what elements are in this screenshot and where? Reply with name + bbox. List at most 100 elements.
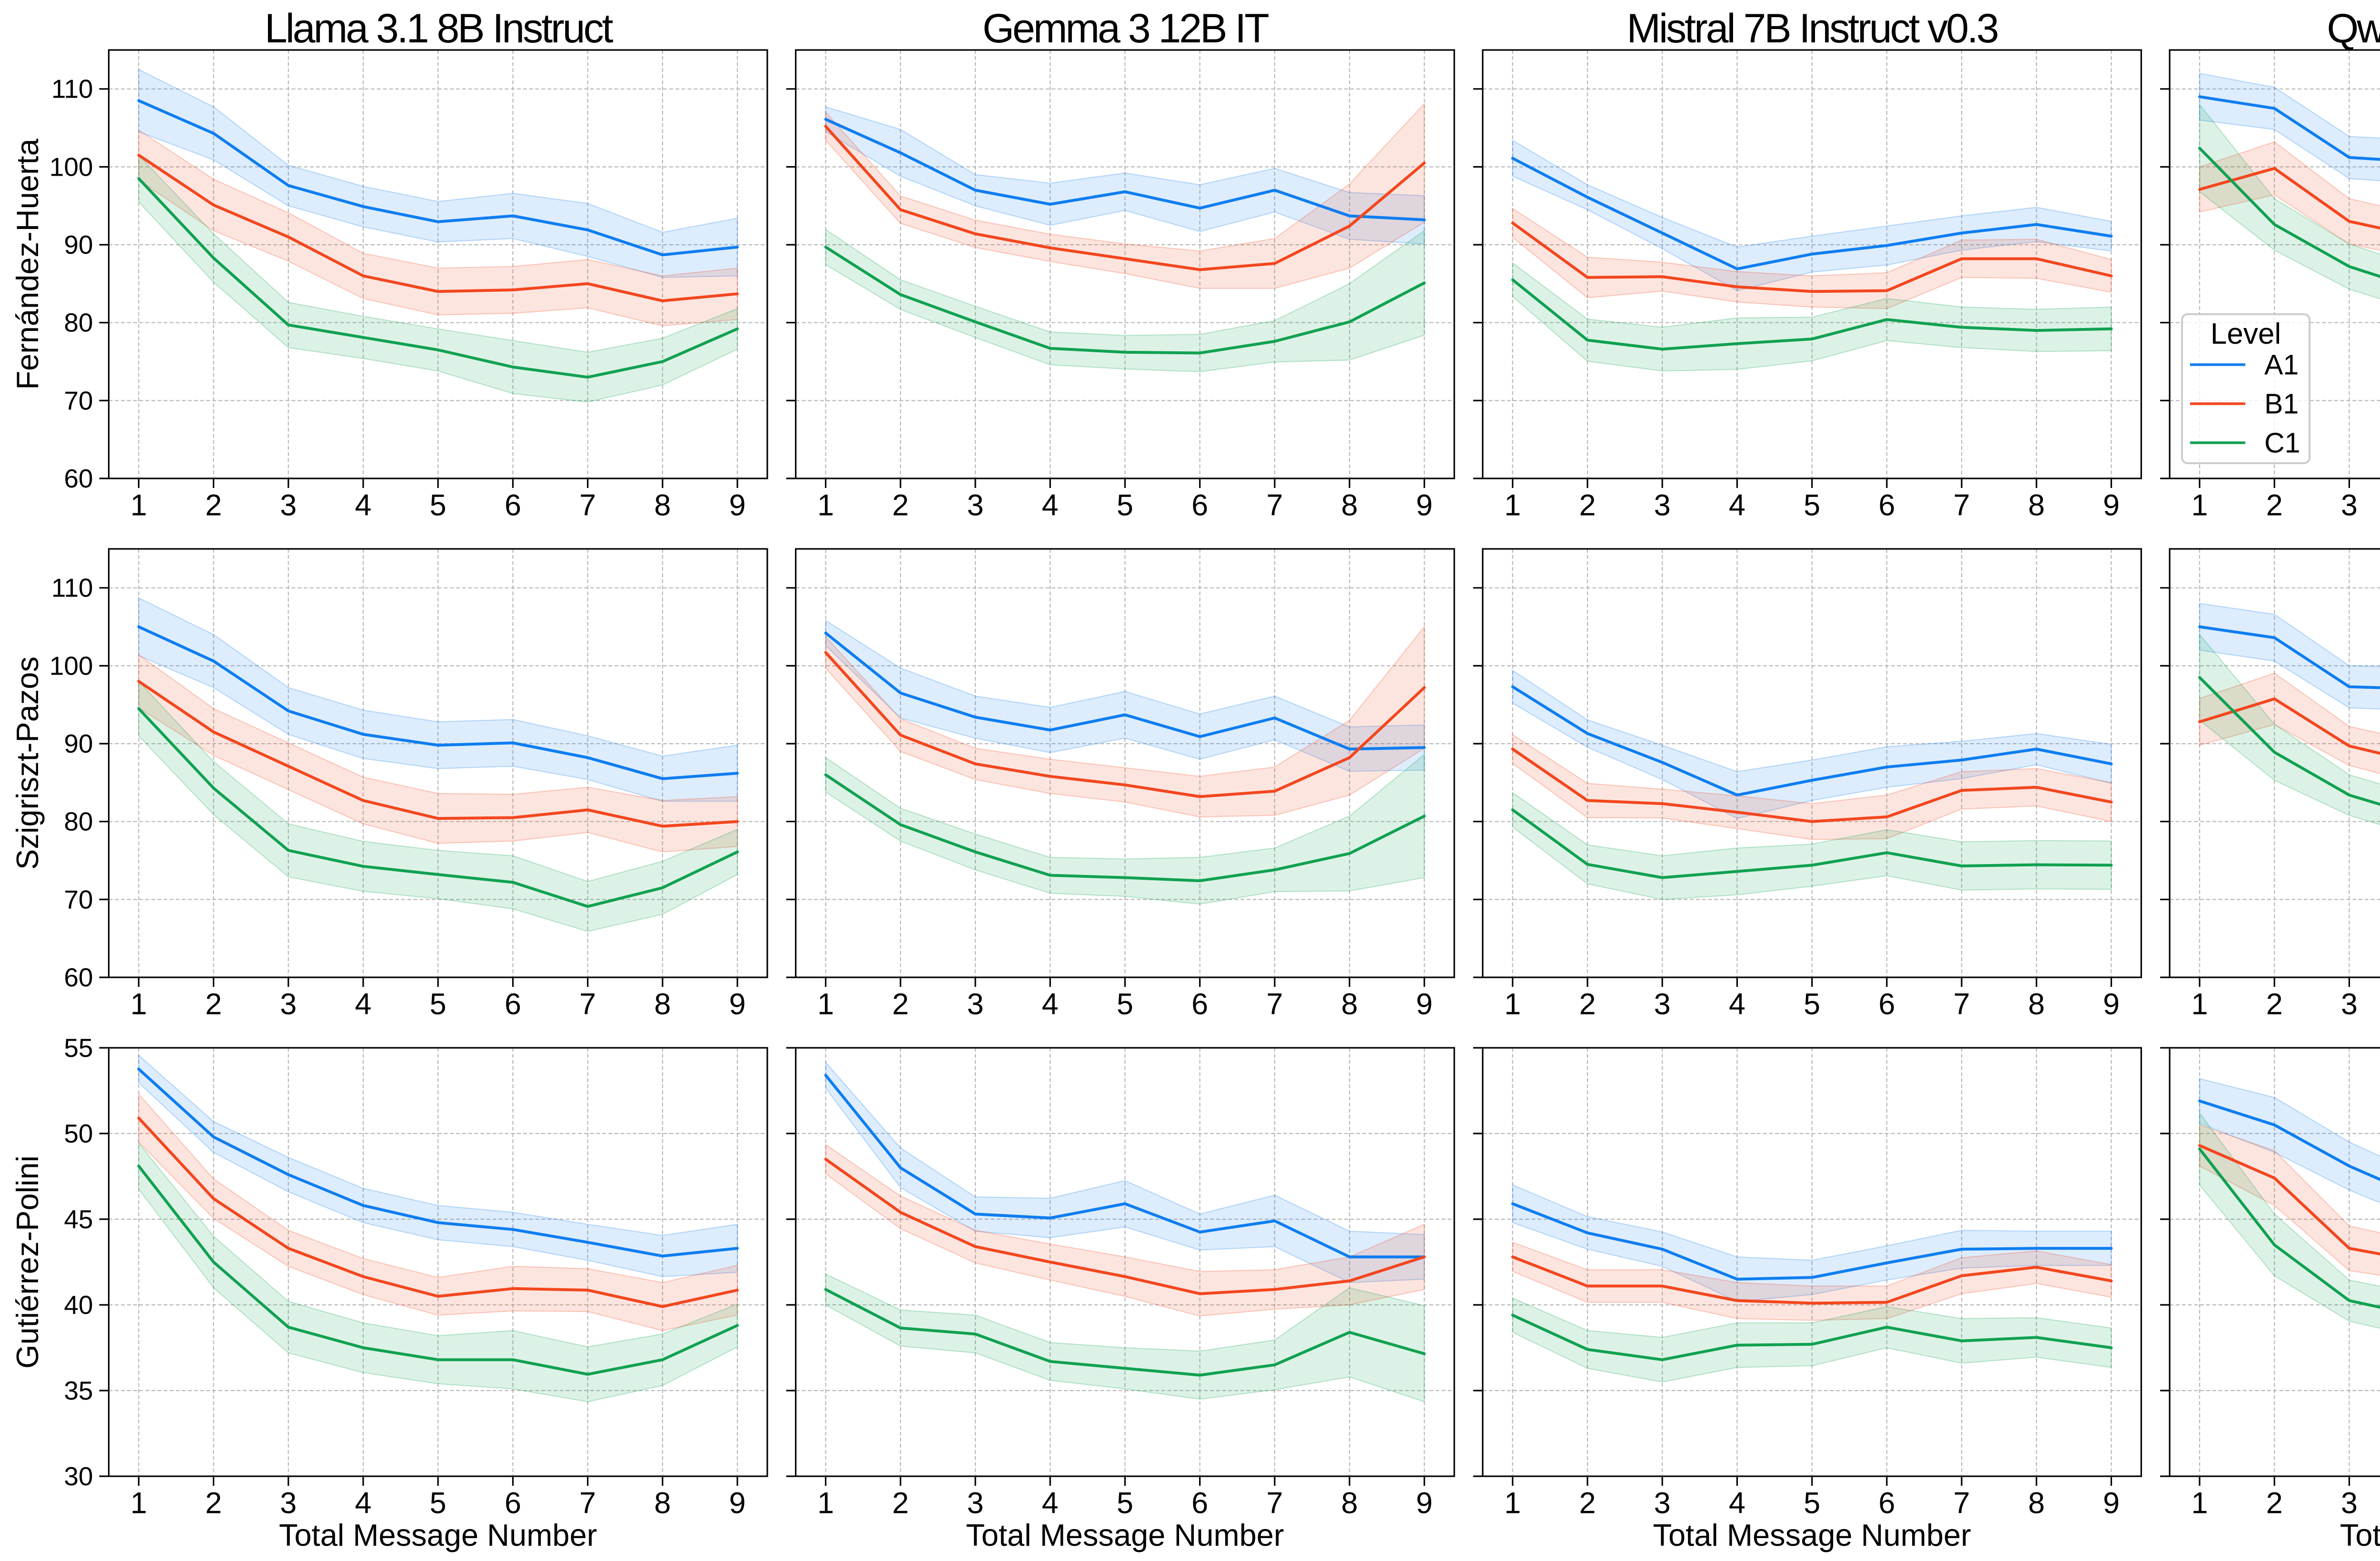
svg-text:90: 90 xyxy=(64,230,93,259)
svg-text:3: 3 xyxy=(967,1486,983,1520)
svg-text:3: 3 xyxy=(967,488,983,522)
svg-text:35: 35 xyxy=(64,1376,93,1405)
svg-text:9: 9 xyxy=(1416,488,1433,522)
svg-text:7: 7 xyxy=(1266,987,1283,1021)
svg-text:90: 90 xyxy=(64,729,93,758)
svg-text:4: 4 xyxy=(1729,488,1745,522)
svg-text:Total Message Number: Total Message Number xyxy=(279,1518,597,1552)
svg-text:1: 1 xyxy=(130,488,147,522)
svg-text:8: 8 xyxy=(2028,1486,2045,1520)
svg-text:110: 110 xyxy=(51,573,93,603)
svg-text:4: 4 xyxy=(1042,488,1059,522)
svg-text:8: 8 xyxy=(2028,488,2045,522)
svg-text:50: 50 xyxy=(64,1119,93,1148)
svg-text:3: 3 xyxy=(280,1486,297,1520)
svg-text:8: 8 xyxy=(1341,987,1358,1021)
svg-text:6: 6 xyxy=(1191,488,1208,522)
svg-text:4: 4 xyxy=(1042,1486,1059,1520)
svg-text:2: 2 xyxy=(205,987,222,1021)
svg-text:55: 55 xyxy=(64,1033,93,1063)
svg-text:2: 2 xyxy=(1579,1486,1596,1520)
svg-text:1: 1 xyxy=(2191,488,2208,522)
svg-text:4: 4 xyxy=(355,987,371,1021)
svg-text:9: 9 xyxy=(729,987,746,1021)
svg-text:2: 2 xyxy=(205,488,222,522)
svg-text:100: 100 xyxy=(50,152,93,181)
svg-text:1: 1 xyxy=(130,1486,147,1520)
svg-text:1: 1 xyxy=(817,1486,834,1520)
svg-text:Llama 3.1 8B Instruct: Llama 3.1 8B Instruct xyxy=(265,6,614,51)
svg-text:30: 30 xyxy=(64,1462,93,1491)
svg-text:70: 70 xyxy=(64,386,93,415)
svg-text:2: 2 xyxy=(892,987,909,1021)
svg-text:45: 45 xyxy=(64,1204,93,1234)
svg-text:3: 3 xyxy=(280,987,297,1021)
svg-text:110: 110 xyxy=(51,74,93,104)
svg-text:Total Message Number: Total Message Number xyxy=(2340,1518,2380,1552)
svg-text:5: 5 xyxy=(1804,488,1820,522)
svg-text:6: 6 xyxy=(1878,1486,1895,1520)
svg-text:Total Message Number: Total Message Number xyxy=(966,1518,1284,1552)
svg-text:6: 6 xyxy=(1191,987,1208,1021)
svg-text:Fernández-Huerta: Fernández-Huerta xyxy=(10,138,45,389)
svg-text:3: 3 xyxy=(2341,1486,2358,1520)
svg-text:6: 6 xyxy=(505,488,521,522)
svg-text:8: 8 xyxy=(654,488,671,522)
svg-text:8: 8 xyxy=(1341,1486,1358,1520)
svg-text:Mistral 7B Instruct v0.3: Mistral 7B Instruct v0.3 xyxy=(1626,6,1998,51)
svg-text:70: 70 xyxy=(64,885,93,914)
svg-text:Level: Level xyxy=(2211,318,2281,350)
svg-text:9: 9 xyxy=(1416,987,1433,1021)
svg-text:9: 9 xyxy=(2103,987,2120,1021)
svg-text:4: 4 xyxy=(1042,987,1059,1021)
svg-text:5: 5 xyxy=(430,488,446,522)
svg-text:4: 4 xyxy=(1729,1486,1745,1520)
svg-text:1: 1 xyxy=(1504,987,1521,1021)
svg-text:2: 2 xyxy=(2266,987,2283,1021)
svg-text:7: 7 xyxy=(1266,1486,1283,1520)
svg-text:3: 3 xyxy=(967,987,983,1021)
svg-text:5: 5 xyxy=(1117,488,1133,522)
svg-text:Szigriszt-Pazos: Szigriszt-Pazos xyxy=(10,656,45,870)
svg-text:9: 9 xyxy=(1416,1486,1433,1520)
svg-text:1: 1 xyxy=(1504,488,1521,522)
svg-text:5: 5 xyxy=(1117,987,1133,1021)
svg-text:1: 1 xyxy=(817,488,834,522)
svg-text:7: 7 xyxy=(1954,488,1970,522)
svg-text:4: 4 xyxy=(1729,987,1745,1021)
svg-text:6: 6 xyxy=(505,987,521,1021)
svg-text:7: 7 xyxy=(579,987,596,1021)
svg-text:5: 5 xyxy=(430,987,446,1021)
svg-text:2: 2 xyxy=(892,488,909,522)
svg-text:40: 40 xyxy=(64,1290,93,1320)
svg-text:3: 3 xyxy=(1654,987,1671,1021)
svg-text:1: 1 xyxy=(2191,1486,2208,1520)
svg-text:Qwen 2.5 7B Instruct: Qwen 2.5 7B Instruct xyxy=(2327,6,2380,51)
svg-text:7: 7 xyxy=(1954,987,1970,1021)
svg-text:8: 8 xyxy=(2028,987,2045,1021)
svg-text:2: 2 xyxy=(205,1486,222,1520)
svg-text:2: 2 xyxy=(2266,1486,2283,1520)
svg-text:6: 6 xyxy=(505,1486,521,1520)
svg-text:Total Message Number: Total Message Number xyxy=(1653,1518,1971,1552)
svg-text:8: 8 xyxy=(1341,488,1358,522)
svg-text:6: 6 xyxy=(1878,488,1895,522)
svg-text:2: 2 xyxy=(892,1486,909,1520)
svg-text:7: 7 xyxy=(1954,1486,1970,1520)
svg-text:80: 80 xyxy=(64,807,93,836)
svg-text:C1: C1 xyxy=(2264,427,2300,458)
svg-text:2: 2 xyxy=(1579,488,1596,522)
svg-text:3: 3 xyxy=(280,488,297,522)
svg-text:1: 1 xyxy=(1504,1486,1521,1520)
svg-text:8: 8 xyxy=(654,1486,671,1520)
svg-text:3: 3 xyxy=(2341,488,2358,522)
svg-text:7: 7 xyxy=(1266,488,1283,522)
svg-text:3: 3 xyxy=(2341,987,2358,1021)
svg-text:7: 7 xyxy=(579,1486,596,1520)
svg-text:100: 100 xyxy=(50,651,93,680)
svg-text:9: 9 xyxy=(2103,488,2120,522)
svg-text:8: 8 xyxy=(654,987,671,1021)
svg-text:Gemma 3 12B IT: Gemma 3 12B IT xyxy=(982,6,1269,51)
svg-text:3: 3 xyxy=(1654,488,1671,522)
svg-text:9: 9 xyxy=(729,1486,746,1520)
